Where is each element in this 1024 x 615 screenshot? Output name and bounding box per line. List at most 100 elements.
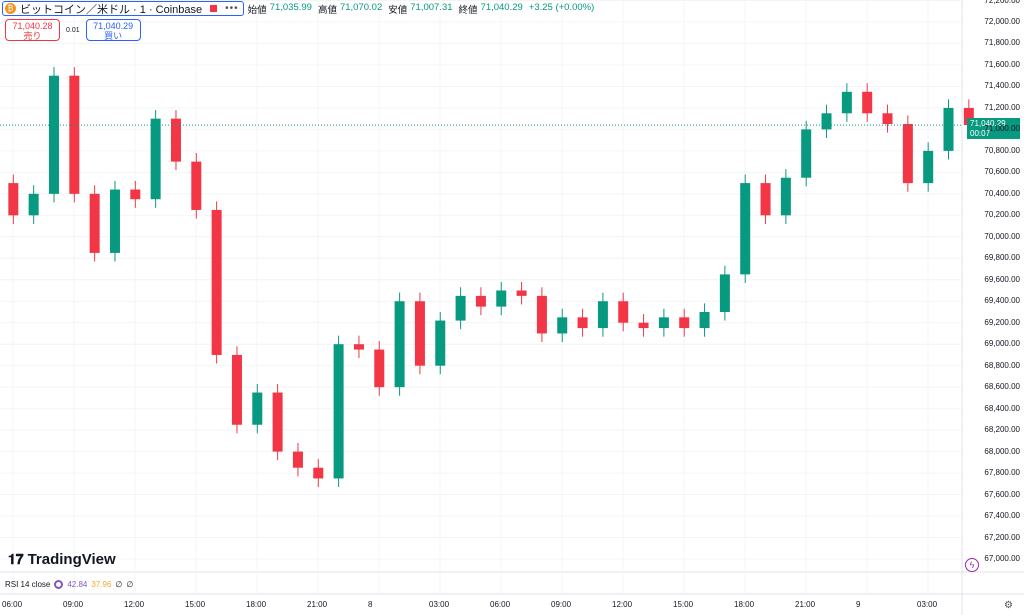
candle-body: [699, 311, 710, 329]
price-tick-label: 69,800.00: [984, 253, 1020, 263]
buy-label: 買い: [104, 31, 123, 41]
candle-body: [28, 193, 39, 216]
price-tick-label: 70,000.00: [984, 231, 1020, 241]
sell-price: 71,040.28: [12, 21, 53, 31]
candle-body: [394, 301, 405, 388]
rsi-label: RSI 14 close: [5, 580, 51, 589]
candle-body: [862, 91, 873, 114]
time-tick-label: 8: [368, 600, 373, 609]
time-tick-label: 18:00: [246, 600, 267, 609]
open-value: 71,035.99: [269, 1, 312, 13]
candle-body: [455, 295, 466, 321]
price-tick-label: 69,200.00: [984, 317, 1020, 327]
time-tick-label: 9: [856, 600, 861, 609]
time-tick-label: 06:00: [490, 600, 511, 609]
open-label: 始値: [247, 4, 267, 16]
price-tick-label: 69,000.00: [984, 339, 1020, 349]
candle-body: [333, 344, 344, 479]
candle-body: [69, 75, 80, 194]
time-tick-label: 15:00: [673, 600, 694, 609]
buy-button[interactable]: 71,040.29 買い: [85, 19, 141, 41]
close-label: 終値: [458, 4, 478, 16]
rsi-ma-value: 37.96: [91, 580, 112, 589]
candle-body: [89, 193, 100, 253]
candle-body: [231, 354, 242, 425]
time-tick-label: 21:00: [795, 600, 816, 609]
candle-body: [740, 183, 751, 275]
high-value: 71,070.02: [339, 1, 383, 13]
price-tick-label: 67,000.00: [984, 554, 1020, 563]
candle-body: [292, 451, 303, 468]
price-tick-label: 71,200.00: [984, 102, 1020, 112]
price-tick-label: 72,200.00: [984, 0, 1020, 5]
price-tick-label: 70,600.00: [984, 167, 1020, 177]
candle-body: [821, 113, 832, 130]
price-tick-label: 70,400.00: [984, 188, 1020, 198]
price-tick-label: 70,800.00: [984, 145, 1020, 155]
price-tick-label: 68,200.00: [984, 425, 1020, 435]
symbol-button[interactable]: ₿ ビットコイン／米ドル · 1 · Coinbase •••: [2, 1, 244, 16]
sell-label: 売り: [23, 31, 42, 41]
price-tick-label: 68,800.00: [984, 360, 1020, 370]
buy-price: 71,040.29: [93, 21, 134, 31]
current-price-label: 71,040.29 00:07: [967, 118, 1020, 139]
settings-icon[interactable]: ⚙: [1004, 600, 1013, 611]
candle-body: [963, 107, 974, 126]
candle-body: [170, 118, 181, 162]
candle-body: [516, 290, 527, 296]
time-tick-label: 09:00: [63, 600, 84, 609]
current-price: 71,040.29: [970, 119, 1006, 128]
candle-body: [435, 320, 446, 366]
candle-body: [496, 290, 507, 307]
candle-body: [536, 295, 547, 334]
sell-button[interactable]: 71,040.28 売り: [5, 19, 60, 41]
logo-text: TradingView: [27, 551, 116, 568]
candle-body: [130, 189, 141, 200]
price-tick-label: 71,400.00: [984, 81, 1020, 91]
time-tick-label: 03:00: [917, 600, 938, 609]
rsi-na-2: ∅: [126, 580, 134, 589]
candle-body: [943, 107, 954, 151]
bitcoin-icon: ₿: [5, 3, 16, 14]
flag-icon[interactable]: [210, 5, 218, 12]
candle-body: [902, 124, 913, 184]
candle-body: [211, 209, 222, 355]
close-value: 71,040.29: [480, 1, 523, 13]
low-value: 71,007.31: [410, 1, 453, 13]
candle-body: [414, 301, 425, 366]
candle-body: [8, 183, 19, 216]
price-tick-label: 67,400.00: [984, 511, 1020, 521]
symbol-title: ビットコイン／米ドル · 1 · Coinbase: [20, 3, 203, 16]
price-tick-label: 71,600.00: [984, 59, 1020, 69]
candle-body: [191, 161, 202, 210]
candle-body: [597, 301, 608, 329]
candle-body: [252, 392, 263, 425]
time-tick-label: 12:00: [612, 600, 633, 609]
tradingview-logo[interactable]: 𝟏𝟕 TradingView: [8, 551, 116, 568]
rsi-na-1: ∅: [115, 580, 123, 589]
price-tick-label: 68,600.00: [984, 382, 1020, 392]
candle-body: [760, 183, 771, 216]
candle-body: [48, 75, 59, 194]
time-tick-label: 18:00: [734, 600, 755, 609]
change-value: +3.25 (+0.00%): [528, 1, 595, 13]
time-tick-label: 21:00: [307, 600, 328, 609]
candle-body: [679, 317, 690, 329]
candle-body: [475, 295, 486, 307]
candle-body: [272, 392, 283, 452]
ohlc-values: 始値 71,035.99 高値 71,070.02 安値 71,007.31 終値 71…: [248, 2, 598, 16]
time-tick-label: 03:00: [429, 600, 450, 609]
time-tick-label: 12:00: [124, 600, 145, 609]
high-label: 高値: [317, 4, 337, 16]
time-tick-label: 15:00: [185, 600, 206, 609]
price-tick-label: 67,600.00: [984, 489, 1020, 499]
low-label: 安値: [388, 4, 408, 16]
candle-body: [618, 301, 629, 323]
lightning-icon[interactable]: ϟ: [965, 558, 979, 572]
price-tick-label: 72,000.00: [984, 17, 1020, 26]
candle-body: [150, 118, 161, 200]
rsi-legend: RSI 14 close 42.84 37.96 ∅ ∅: [5, 580, 133, 589]
more-icon[interactable]: •••: [225, 3, 239, 14]
legend-header: ₿ ビットコイン／米ドル · 1 · Coinbase ••• 始値 71,035…: [2, 1, 597, 16]
